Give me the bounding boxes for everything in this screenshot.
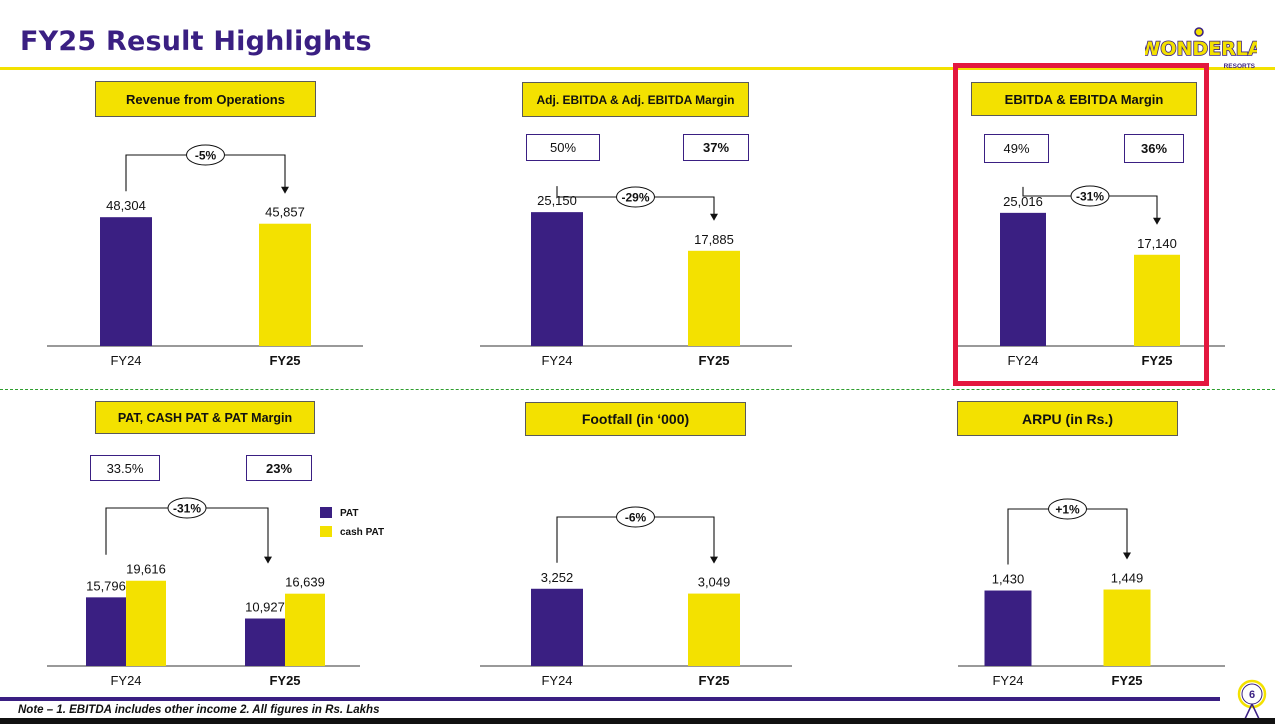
footfall-title: Footfall (in ‘000) xyxy=(525,402,746,436)
change-arrowhead xyxy=(710,213,718,221)
change-badge xyxy=(616,506,655,528)
change-arrowhead xyxy=(1153,217,1161,225)
change-badge xyxy=(616,186,655,208)
x-tick-label: FY24 xyxy=(992,673,1023,688)
revenue-title: Revenue from Operations xyxy=(95,81,316,117)
x-tick-label: FY25 xyxy=(698,673,729,688)
bar xyxy=(285,593,325,666)
ebitda-title: EBITDA & EBITDA Margin xyxy=(971,82,1197,116)
footfall-chart: FY24 FY25 3,252 3,049 -6% xyxy=(480,506,792,688)
bar xyxy=(531,212,583,346)
x-tick-label: FY25 xyxy=(698,353,729,368)
x-tick-label: FY25 xyxy=(269,353,300,368)
footer-bar xyxy=(0,718,1275,724)
ebitda-chart: FY24 FY25 25,016 17,140 -31% xyxy=(958,185,1225,368)
change-label: -29% xyxy=(621,191,649,205)
change-label: -6% xyxy=(625,511,647,525)
legend-swatch xyxy=(320,507,332,518)
legend-swatch xyxy=(320,526,332,537)
wonderla-logo: WONDERLA RESORTS xyxy=(1145,27,1257,70)
change-badge xyxy=(1070,185,1110,207)
change-label: +1% xyxy=(1055,503,1080,517)
adj-ebitda-title: Adj. EBITDA & Adj. EBITDA Margin xyxy=(522,82,749,117)
change-badge xyxy=(186,144,225,166)
bar xyxy=(100,217,152,346)
data-label: 1,430 xyxy=(992,572,1025,587)
x-tick-label: FY24 xyxy=(110,673,141,688)
data-label: 25,016 xyxy=(1003,194,1043,209)
data-label: 1,449 xyxy=(1111,571,1144,586)
change-arrowhead xyxy=(264,556,272,564)
data-label: 3,049 xyxy=(698,575,731,590)
bar xyxy=(984,590,1032,666)
arpu-title: ARPU (in Rs.) xyxy=(957,401,1178,436)
header-divider xyxy=(0,67,1275,70)
adj-ebitda-margin-fy25: 37% xyxy=(683,134,749,161)
data-label: 15,796 xyxy=(86,578,126,593)
x-tick-label: FY25 xyxy=(1141,353,1172,368)
data-label: 45,857 xyxy=(265,205,305,220)
change-label: -31% xyxy=(1076,190,1104,204)
data-label: 17,140 xyxy=(1137,236,1177,251)
bar xyxy=(259,223,311,346)
data-label: 3,252 xyxy=(541,570,574,585)
change-arrowhead xyxy=(281,186,289,194)
bar xyxy=(531,588,583,666)
ebitda-highlight-frame xyxy=(953,63,1209,386)
x-tick-label: FY24 xyxy=(541,673,572,688)
bar xyxy=(126,580,166,666)
legend-label: cash PAT xyxy=(340,527,384,538)
section-divider xyxy=(0,389,1275,390)
bar xyxy=(245,618,285,666)
data-label: 17,885 xyxy=(694,232,734,247)
page-number-badge: 6 xyxy=(1237,679,1267,722)
bar xyxy=(86,597,126,666)
bar xyxy=(688,593,740,666)
x-tick-label: FY24 xyxy=(541,353,572,368)
bar xyxy=(1103,589,1151,666)
bar xyxy=(1134,254,1180,346)
x-tick-label: FY24 xyxy=(1007,353,1038,368)
x-tick-label: FY25 xyxy=(269,673,300,688)
page-title: FY25 Result Highlights xyxy=(20,26,372,57)
legend-label: PAT xyxy=(340,508,359,519)
data-label: 10,927 xyxy=(245,600,285,615)
change-arrowhead xyxy=(1123,552,1131,560)
ebitda-margin-fy24: 49% xyxy=(984,134,1049,163)
page-number: 6 xyxy=(1249,689,1255,701)
adj-ebitda-margin-fy24: 50% xyxy=(526,134,600,161)
data-label: 48,304 xyxy=(106,198,146,213)
logo-text: WONDERLA xyxy=(1145,38,1257,60)
change-arrowhead xyxy=(710,556,718,564)
pat-title: PAT, CASH PAT & PAT Margin xyxy=(95,401,315,434)
logo-subtext: RESORTS xyxy=(1224,63,1256,70)
revenue-chart: FY24 FY25 48,304 45,857 -5% xyxy=(47,144,363,368)
data-label: 16,639 xyxy=(285,575,325,590)
footer-divider xyxy=(0,697,1220,701)
change-label: -31% xyxy=(173,502,201,516)
change-badge xyxy=(1048,498,1087,520)
x-tick-label: FY25 xyxy=(1111,673,1142,688)
arpu-chart: FY24 FY25 1,430 1,449 +1% xyxy=(958,498,1225,688)
change-badge xyxy=(167,497,207,519)
ebitda-margin-fy25: 36% xyxy=(1124,134,1184,163)
bar xyxy=(1000,212,1046,346)
pat-margin-fy25: 23% xyxy=(246,455,312,481)
pat-margin-fy24: 33.5% xyxy=(90,455,160,481)
bar xyxy=(688,250,740,346)
data-label: 19,616 xyxy=(126,562,166,577)
change-label: -5% xyxy=(195,149,217,163)
footnote: Note – 1. EBITDA includes other income 2… xyxy=(18,704,380,716)
x-tick-label: FY24 xyxy=(110,353,141,368)
